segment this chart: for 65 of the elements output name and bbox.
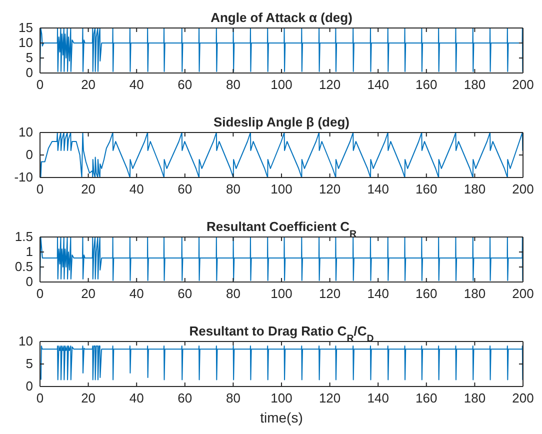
- x-tick-label: 140: [367, 390, 389, 406]
- x-tick-label: 40: [129, 286, 144, 302]
- x-tick-label: 140: [367, 286, 389, 302]
- x-tick-label: 160: [416, 77, 438, 92]
- x-tick-label: 180: [464, 286, 486, 302]
- x-tick-label: 140: [367, 77, 389, 92]
- y-tick-label: 10: [18, 35, 33, 50]
- x-tick-label: 20: [81, 182, 96, 197]
- y-tick-label: 0: [26, 378, 33, 394]
- x-tick-label: 60: [178, 182, 192, 197]
- line-series: [40, 132, 523, 178]
- line-series: [40, 346, 523, 380]
- x-tick-label: 40: [129, 390, 144, 406]
- x-tick-label: 200: [512, 390, 534, 406]
- x-tick-label: 80: [226, 182, 240, 197]
- x-tick-label: 60: [178, 77, 192, 92]
- x-tick-label: 140: [367, 182, 389, 197]
- y-tick-label: 5: [26, 50, 33, 66]
- x-tick-label: 200: [512, 182, 534, 197]
- x-tick-label: 160: [416, 286, 438, 302]
- y-tick-label: 5: [26, 356, 33, 372]
- x-tick-label: 120: [318, 390, 341, 406]
- x-tick-label: 40: [129, 77, 144, 92]
- x-axis-title: time(s): [260, 410, 303, 426]
- x-tick-label: 40: [129, 182, 144, 197]
- x-tick-label: 0: [36, 77, 44, 92]
- x-tick-label: 160: [416, 390, 438, 406]
- x-tick-label: 100: [270, 390, 292, 406]
- x-tick-label: 180: [464, 77, 486, 92]
- y-tick-label: 0.5: [14, 259, 33, 274]
- x-tick-label: 60: [178, 286, 192, 302]
- x-tick-label: 120: [318, 77, 341, 92]
- y-tick-label: 0: [26, 274, 33, 290]
- y-tick-label: 10: [18, 124, 33, 140]
- y-tick-label: 10: [18, 334, 33, 349]
- x-tick-label: 120: [318, 286, 341, 302]
- x-tick-label: 200: [512, 286, 534, 302]
- y-tick-label: 1.5: [14, 229, 33, 244]
- y-tick-label: 0: [26, 147, 33, 162]
- x-tick-label: 20: [81, 77, 96, 92]
- y-tick-label: 1: [26, 244, 33, 260]
- x-tick-label: 100: [270, 77, 292, 92]
- x-tick-label: 0: [36, 182, 44, 197]
- x-tick-label: 80: [226, 390, 240, 406]
- x-tick-label: 80: [226, 286, 240, 302]
- x-tick-label: 180: [464, 182, 486, 197]
- line-series: [40, 28, 523, 73]
- y-tick-label: 0: [26, 65, 33, 80]
- x-tick-label: 160: [416, 182, 438, 197]
- x-tick-label: 200: [512, 77, 534, 92]
- chart-title: Angle of Attack α (deg): [210, 10, 352, 25]
- x-tick-label: 120: [318, 182, 341, 197]
- x-tick-label: 20: [81, 286, 96, 302]
- line-series: [40, 237, 523, 281]
- x-tick-label: 100: [270, 286, 292, 302]
- x-tick-label: 80: [226, 77, 240, 92]
- chart-title: Sideslip Angle β (deg): [213, 114, 350, 130]
- y-tick-label: -10: [14, 170, 33, 185]
- y-tick-label: 15: [18, 20, 33, 36]
- x-tick-label: 100: [270, 182, 292, 197]
- x-tick-label: 20: [81, 390, 96, 406]
- x-tick-label: 0: [36, 286, 44, 302]
- x-tick-label: 60: [178, 390, 192, 406]
- x-tick-label: 0: [36, 390, 44, 406]
- x-tick-label: 180: [464, 390, 486, 406]
